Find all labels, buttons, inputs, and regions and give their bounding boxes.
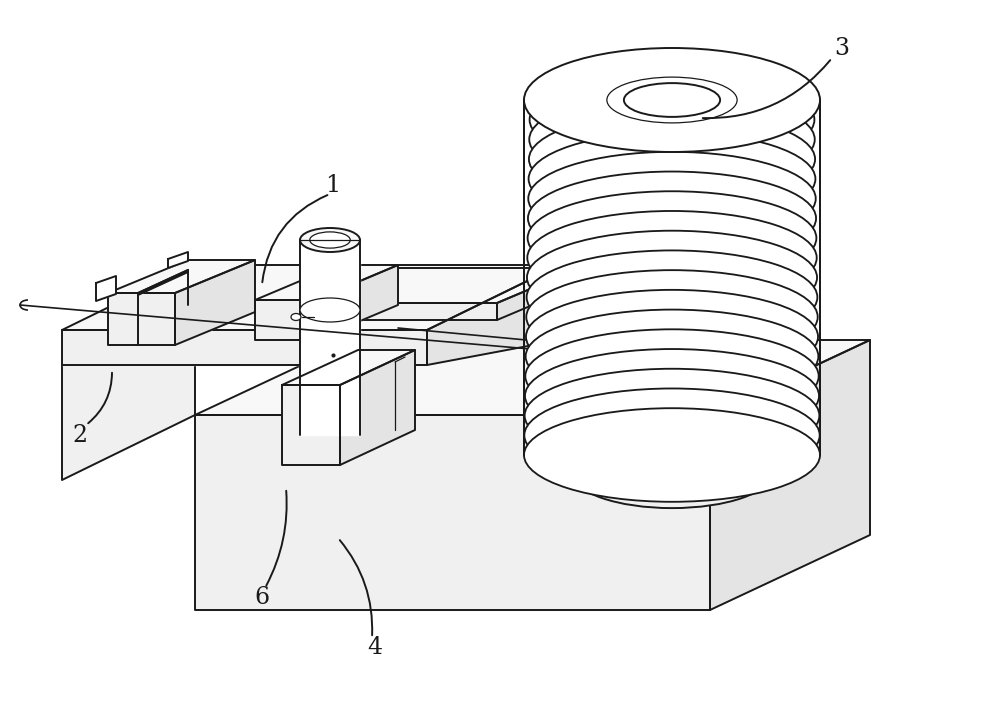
Polygon shape xyxy=(255,265,398,300)
Ellipse shape xyxy=(530,73,814,167)
Polygon shape xyxy=(175,260,255,345)
Polygon shape xyxy=(108,293,175,345)
Polygon shape xyxy=(282,385,340,465)
Ellipse shape xyxy=(526,270,818,364)
Text: 6: 6 xyxy=(254,586,270,609)
Polygon shape xyxy=(62,300,195,480)
Ellipse shape xyxy=(525,369,819,463)
Ellipse shape xyxy=(528,172,816,265)
Ellipse shape xyxy=(300,228,360,252)
Ellipse shape xyxy=(528,191,816,285)
Ellipse shape xyxy=(310,232,350,248)
Ellipse shape xyxy=(524,408,820,502)
Ellipse shape xyxy=(524,389,820,482)
Polygon shape xyxy=(96,276,116,301)
Polygon shape xyxy=(195,340,870,415)
Ellipse shape xyxy=(527,231,817,324)
Polygon shape xyxy=(62,330,427,365)
Ellipse shape xyxy=(528,152,816,246)
Polygon shape xyxy=(340,350,415,465)
Polygon shape xyxy=(315,265,398,340)
Polygon shape xyxy=(282,350,415,385)
Ellipse shape xyxy=(529,132,815,226)
Polygon shape xyxy=(195,415,710,610)
Text: 4: 4 xyxy=(367,637,383,659)
Ellipse shape xyxy=(527,251,817,344)
Polygon shape xyxy=(710,340,870,610)
Ellipse shape xyxy=(530,53,814,147)
Text: 2: 2 xyxy=(72,423,88,447)
Ellipse shape xyxy=(300,298,360,322)
Polygon shape xyxy=(315,303,497,320)
Ellipse shape xyxy=(526,290,818,384)
Ellipse shape xyxy=(624,83,720,117)
Text: 1: 1 xyxy=(325,173,341,196)
Polygon shape xyxy=(497,268,580,320)
Ellipse shape xyxy=(529,112,815,206)
Polygon shape xyxy=(168,252,188,268)
Polygon shape xyxy=(108,260,255,293)
Polygon shape xyxy=(255,300,315,340)
Ellipse shape xyxy=(572,438,772,508)
Polygon shape xyxy=(138,270,188,295)
Polygon shape xyxy=(62,265,560,330)
Ellipse shape xyxy=(525,349,819,442)
Polygon shape xyxy=(300,240,360,435)
Ellipse shape xyxy=(524,48,820,152)
Polygon shape xyxy=(427,265,560,365)
Ellipse shape xyxy=(529,92,815,186)
Ellipse shape xyxy=(525,329,819,423)
Ellipse shape xyxy=(572,420,772,490)
Ellipse shape xyxy=(527,211,817,304)
Text: 3: 3 xyxy=(834,37,850,59)
Ellipse shape xyxy=(526,309,818,403)
Polygon shape xyxy=(315,268,580,303)
Ellipse shape xyxy=(291,314,301,321)
